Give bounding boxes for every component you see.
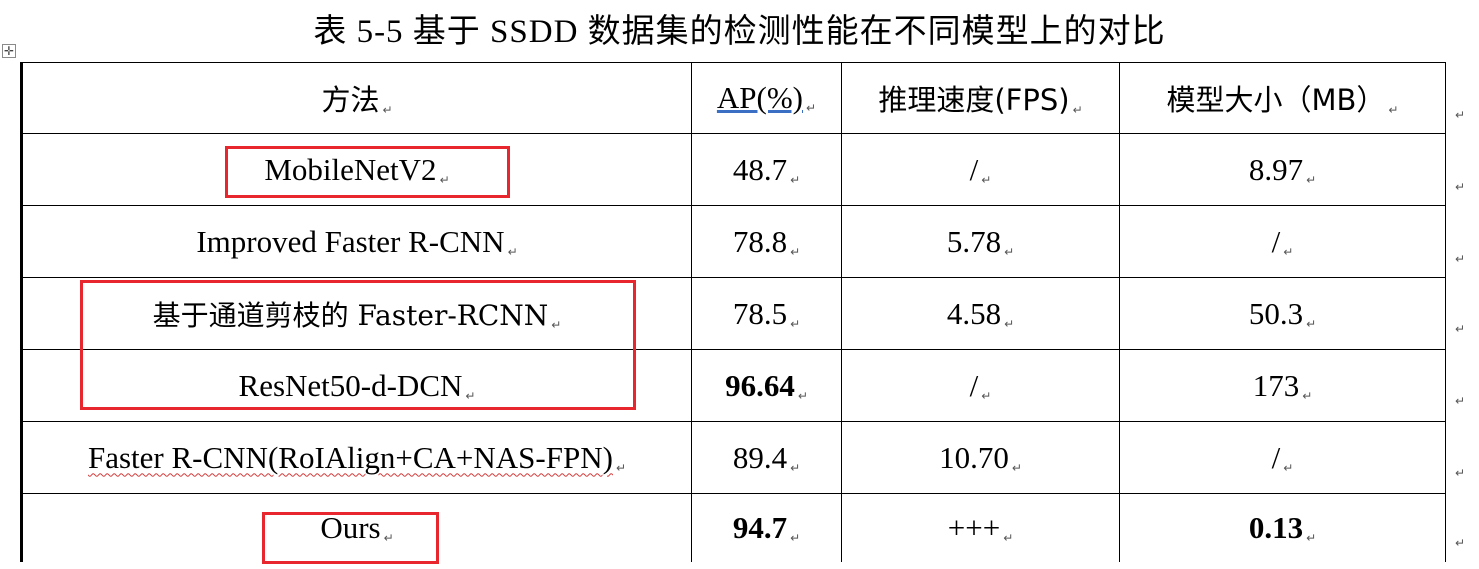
cell-fps: 5.78 ↵ <box>841 205 1120 278</box>
cell-method: ResNet50-d-DCN ↵ <box>20 349 692 422</box>
cell-fps: / ↵ <box>841 349 1120 422</box>
cell-fps: / ↵ <box>841 133 1120 206</box>
paragraph-mark-icon: ↵ <box>1455 322 1466 336</box>
header-size: 模型大小（MB） ↵ <box>1119 62 1446 134</box>
table-move-handle-icon[interactable]: ✛ <box>2 44 16 58</box>
cell-size: / ↵ <box>1119 421 1446 494</box>
table-header-row: 方法 ↵ AP(%) ↵ 推理速度(FPS) ↵ 模型大小（MB） ↵ <box>20 62 1446 134</box>
paragraph-mark-icon: ↵ <box>1455 536 1466 550</box>
cell-method: 基于通道剪枝的 Faster-RCNN ↵ <box>20 277 692 350</box>
cell-size: 0.13 ↵ <box>1119 493 1446 562</box>
paragraph-mark-icon: ↵ <box>1455 252 1466 266</box>
cell-method: Faster R-CNN(RoIAlign+CA+NAS-FPN) ↵ <box>20 421 692 494</box>
paragraph-mark-icon: ↵ <box>382 103 393 117</box>
cell-size: 173 ↵ <box>1119 349 1446 422</box>
results-table: 方法 ↵ AP(%) ↵ 推理速度(FPS) ↵ 模型大小（MB） ↵ MobileNe… <box>20 62 1446 562</box>
cell-ap: 94.7 ↵ <box>691 493 842 562</box>
header-ap: AP(%) ↵ <box>691 62 842 134</box>
paragraph-mark-icon: ↵ <box>1455 394 1466 408</box>
paragraph-mark-icon: ↵ <box>1455 108 1466 122</box>
cell-ap: 78.8 ↵ <box>691 205 842 278</box>
table-caption: 表 5-5 基于 SSDD 数据集的检测性能在不同模型上的对比 <box>313 14 1166 50</box>
table-row: Ours ↵ 94.7 ↵ +++ ↵ 0.13 ↵ <box>20 493 1446 562</box>
paragraph-mark-icon: ↵ <box>1388 103 1399 117</box>
paragraph-mark-icon: ↵ <box>1455 180 1466 194</box>
header-fps: 推理速度(FPS) ↵ <box>841 62 1120 134</box>
cell-method: MobileNetV2 ↵ <box>20 133 692 206</box>
cell-fps: 10.70 ↵ <box>841 421 1120 494</box>
cell-ap: 48.7 ↵ <box>691 133 842 206</box>
table-row: Faster R-CNN(RoIAlign+CA+NAS-FPN) ↵ 89.4 ↵… <box>20 421 1446 494</box>
cell-size: / ↵ <box>1119 205 1446 278</box>
cell-size: 8.97 ↵ <box>1119 133 1446 206</box>
paragraph-mark-icon: ↵ <box>1455 466 1466 480</box>
table-row: 基于通道剪枝的 Faster-RCNN ↵ 78.5 ↵ 4.58 ↵ 50.3 ↵ <box>20 277 1446 350</box>
cell-method: Ours ↵ <box>20 493 692 562</box>
cell-method: Improved Faster R-CNN ↵ <box>20 205 692 278</box>
paragraph-mark-icon: ↵ <box>1072 103 1083 117</box>
header-method: 方法 ↵ <box>20 62 692 134</box>
table-row: MobileNetV2 ↵ 48.7 ↵ / ↵ 8.97 ↵ <box>20 133 1446 206</box>
cell-fps: 4.58 ↵ <box>841 277 1120 350</box>
paragraph-mark-icon: ↵ <box>806 101 817 115</box>
cell-ap: 96.64 ↵ <box>691 349 842 422</box>
cell-ap: 89.4 ↵ <box>691 421 842 494</box>
table-row: Improved Faster R-CNN ↵ 78.8 ↵ 5.78 ↵ / ↵ <box>20 205 1446 278</box>
cell-fps: +++ ↵ <box>841 493 1120 562</box>
cell-ap: 78.5 ↵ <box>691 277 842 350</box>
cell-size: 50.3 ↵ <box>1119 277 1446 350</box>
table-row: ResNet50-d-DCN ↵ 96.64 ↵ / ↵ 173 ↵ <box>20 349 1446 422</box>
